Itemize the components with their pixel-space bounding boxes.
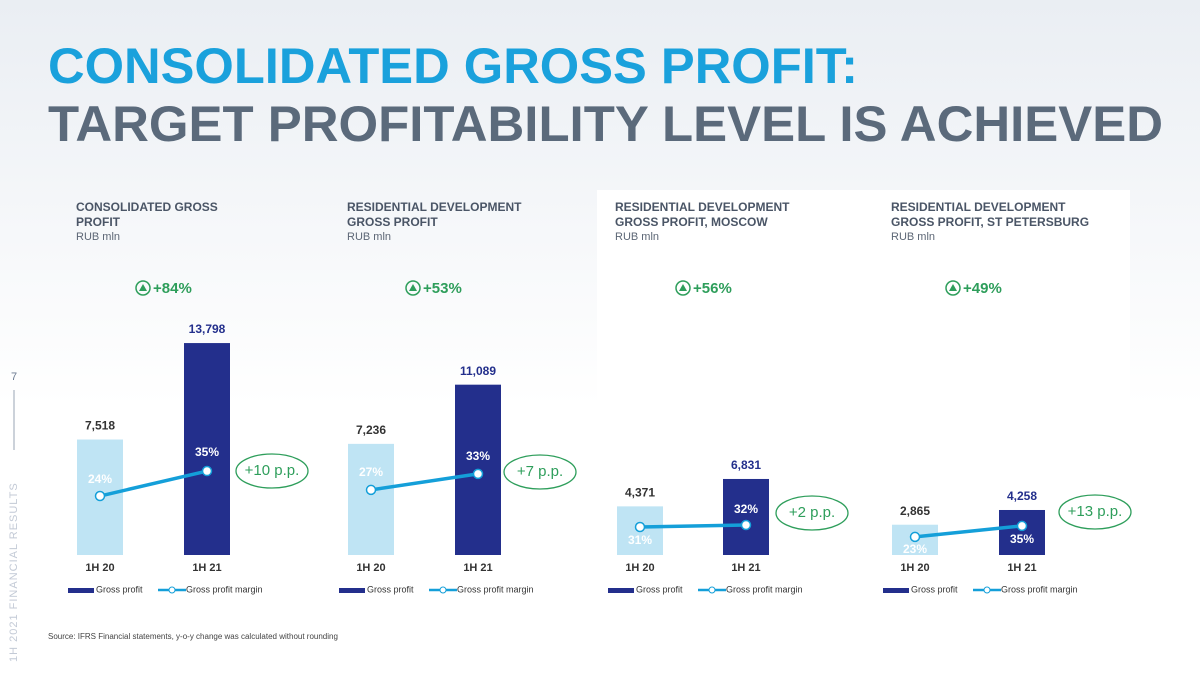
value-label: 11,089 xyxy=(460,364,496,378)
page-number: 7 xyxy=(11,371,17,383)
legend-label: Gross profit xyxy=(367,584,414,594)
panel-title: RESIDENTIAL DEVELOPMENT GROSS PROFIT, ST… xyxy=(891,200,1090,229)
margin-line xyxy=(99,469,208,498)
margin-point xyxy=(634,521,646,533)
panel-unit: RUB mln xyxy=(347,231,392,243)
margin-label: 35% xyxy=(1010,532,1034,546)
change-icon xyxy=(945,280,961,296)
legend-marker xyxy=(708,586,716,594)
value-label: 4,371 xyxy=(625,486,655,500)
change-icon xyxy=(405,280,421,296)
margin-change: +2 p.p. xyxy=(789,504,835,521)
x-tick-label: 1H 21 xyxy=(463,562,492,574)
x-tick-label: 1H 21 xyxy=(1007,562,1036,574)
margin-point xyxy=(472,468,484,480)
legend-label: Gross profit xyxy=(96,584,143,594)
legend-label: Gross profit xyxy=(636,584,683,594)
margin-point xyxy=(1016,520,1028,532)
change-arrow xyxy=(139,284,147,291)
margin-line xyxy=(370,472,479,492)
margin-change: +10 p.p. xyxy=(245,462,300,479)
panel-title: RESIDENTIAL DEVELOPMENT GROSS PROFIT, MO… xyxy=(615,200,790,229)
legend-label: Gross profit margin xyxy=(186,584,263,594)
value-label: 4,258 xyxy=(1007,489,1037,503)
panel-title: CONSOLIDATED GROSS PROFIT xyxy=(76,200,218,229)
slide-subtitle: TARGET PROFITABILITY LEVEL IS ACHIEVED xyxy=(48,96,1163,152)
legend-label: Gross profit margin xyxy=(726,584,803,594)
bar xyxy=(184,343,230,555)
value-label: 6,831 xyxy=(731,458,761,472)
panel-unit: RUB mln xyxy=(891,231,936,243)
margin-change-ring xyxy=(1058,494,1132,530)
change-arrow xyxy=(679,284,687,291)
margin-point xyxy=(201,465,213,477)
margin-change: +13 p.p. xyxy=(1068,503,1123,520)
margin-point xyxy=(365,484,377,496)
panel-unit: RUB mln xyxy=(615,231,660,243)
margin-label: 33% xyxy=(466,449,490,463)
change-label: +84% xyxy=(153,280,192,297)
margin-label: 32% xyxy=(734,502,758,516)
value-label: 2,865 xyxy=(900,504,930,518)
change-icon xyxy=(135,280,151,296)
legend-swatch xyxy=(68,588,94,593)
change-label: +53% xyxy=(423,280,462,297)
value-label: 7,236 xyxy=(356,423,386,437)
x-tick-label: 1H 21 xyxy=(192,562,221,574)
margin-line xyxy=(914,524,1023,539)
margin-change: +7 p.p. xyxy=(517,463,563,480)
margin-label: 35% xyxy=(195,445,219,459)
slide-title: CONSOLIDATED GROSS PROFIT: xyxy=(48,38,858,94)
bar xyxy=(999,509,1045,555)
margin-change-ring xyxy=(235,453,309,489)
margin-line xyxy=(639,523,747,529)
x-tick-label: 1H 20 xyxy=(625,562,654,574)
margin-change-ring xyxy=(775,495,849,531)
legend-marker xyxy=(439,586,447,594)
margin-label: 24% xyxy=(88,472,112,486)
x-tick-label: 1H 21 xyxy=(731,562,760,574)
panel-unit: RUB mln xyxy=(76,231,121,243)
legend-marker xyxy=(983,586,991,594)
source-note: Source: IFRS Financial statements, y-o-y… xyxy=(48,632,338,641)
x-tick-label: 1H 20 xyxy=(85,562,114,574)
change-arrow xyxy=(949,284,957,291)
margin-point xyxy=(94,490,106,502)
margin-point xyxy=(740,519,752,531)
legend-swatch xyxy=(608,588,634,593)
x-tick-label: 1H 20 xyxy=(900,562,929,574)
margin-label: 23% xyxy=(903,542,927,556)
value-label: 13,798 xyxy=(189,322,226,336)
legend-label: Gross profit xyxy=(911,584,958,594)
legend-label: Gross profit margin xyxy=(1001,584,1078,594)
sidebar-label: 1H 2021 FINANCIAL RESULTS xyxy=(8,482,20,662)
change-icon xyxy=(675,280,691,296)
x-tick-label: 1H 20 xyxy=(356,562,385,574)
change-label: +56% xyxy=(693,280,732,297)
margin-point xyxy=(909,531,921,543)
panel-background xyxy=(597,190,1130,612)
change-arrow xyxy=(409,284,417,291)
margin-label: 27% xyxy=(359,465,383,479)
value-label: 7,518 xyxy=(85,419,115,433)
legend-swatch xyxy=(339,588,365,593)
change-label: +49% xyxy=(963,280,1002,297)
legend-label: Gross profit margin xyxy=(457,584,534,594)
margin-change-ring xyxy=(503,454,577,490)
bar xyxy=(348,443,394,555)
panel-title: RESIDENTIAL DEVELOPMENT GROSS PROFIT xyxy=(347,200,522,229)
legend-swatch xyxy=(883,588,909,593)
legend-marker xyxy=(168,586,176,594)
margin-label: 31% xyxy=(628,533,652,547)
bar xyxy=(723,478,769,555)
